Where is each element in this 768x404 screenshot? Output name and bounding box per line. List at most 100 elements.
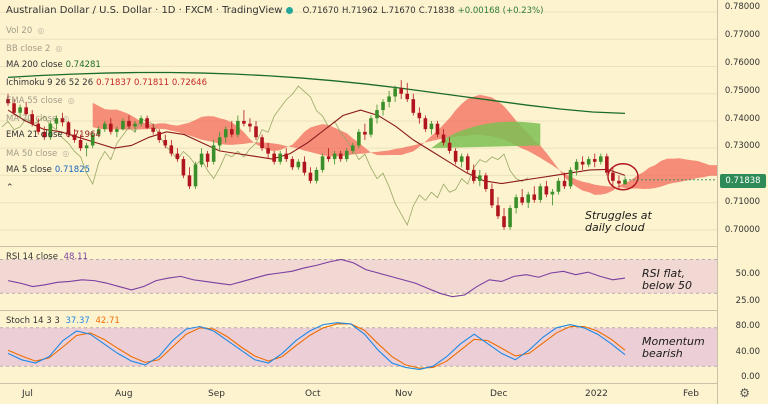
candle-body — [544, 186, 549, 195]
candle-body — [96, 129, 101, 135]
candle-body — [490, 189, 494, 206]
chart-title: Australian Dollar / U.S. Dollar · 1D · F… — [6, 5, 543, 16]
candle-body — [127, 120, 131, 127]
rsi-value: 48.11 — [63, 252, 88, 262]
rsi-pane[interactable] — [0, 247, 718, 310]
candle-body — [181, 159, 186, 176]
stoch-tick: 40.00 — [735, 347, 760, 357]
candle-body — [223, 129, 228, 138]
candle-body — [151, 127, 155, 132]
candle-body — [586, 159, 591, 165]
candle-body — [605, 156, 609, 173]
candle-body — [272, 153, 276, 162]
candle-body — [18, 107, 22, 113]
ohlc-open: O.71670 — [302, 6, 339, 16]
legend-label: EMA 21 close — [6, 130, 63, 140]
pane-separator[interactable] — [0, 246, 768, 247]
stoch-k-line — [7, 322, 626, 370]
legend-row-ema55[interactable]: EMA 55 close ◎ — [6, 92, 207, 110]
time-tick: Nov — [395, 389, 413, 399]
candle-body — [471, 169, 476, 181]
candle-body — [459, 156, 464, 162]
candle-body — [169, 145, 174, 154]
candle-body — [254, 126, 258, 138]
legend-label: MA 5 close — [6, 165, 52, 175]
price-scale[interactable]: 0.78000 0.77000 0.76000 0.75000 0.74000 … — [717, 0, 768, 404]
candle-body — [447, 142, 452, 151]
legend-row-ma5[interactable]: MA 5 close 0.71825 — [6, 162, 207, 180]
rsi-line — [7, 258, 626, 298]
stoch-k-value: 37.37 — [65, 316, 90, 326]
legend-row-ma20[interactable]: MA 20 close ◎ — [6, 110, 207, 128]
candle-body — [42, 131, 47, 138]
candle-body — [84, 145, 89, 149]
stoch-pane[interactable] — [0, 311, 718, 383]
legend-label: MA 50 close — [6, 148, 58, 159]
legend-row-ichimoku[interactable]: Ichimoku 9 26 52 26 0.71837 0.71811 0.726… — [6, 75, 207, 93]
price-tick: 0.70000 — [724, 225, 760, 235]
symbol-title[interactable]: Australian Dollar / U.S. Dollar · 1D · F… — [6, 5, 283, 16]
legend-row-vol[interactable]: Vol 20 ◎ — [6, 22, 207, 40]
stoch-annotation: Momentum bearish — [642, 335, 705, 360]
candle-body — [30, 114, 34, 124]
collapse-legend-button[interactable]: ⌃ — [6, 182, 14, 193]
eye-off-icon[interactable]: ◎ — [67, 96, 75, 105]
stoch-tick: 0.00 — [741, 372, 760, 382]
legend-row-ma50[interactable]: MA 50 close ◎ — [6, 145, 207, 163]
candle-body — [266, 148, 270, 154]
candle-body — [441, 134, 446, 143]
pane-separator[interactable] — [0, 310, 768, 311]
candle-body — [314, 169, 319, 181]
legend-value: 0.71825 — [54, 165, 91, 175]
price-pane[interactable] — [0, 0, 718, 246]
candle-body — [133, 123, 137, 127]
candle-body — [230, 129, 234, 135]
legend-row-ema21[interactable]: EMA 21 close 0.71964 — [6, 127, 207, 145]
ohlc-low: L.71670 — [381, 6, 416, 16]
price-tick: 0.71000 — [724, 197, 760, 207]
candle-body — [592, 159, 597, 162]
candle-body — [611, 172, 615, 181]
candle-body — [278, 153, 283, 162]
legend-label: Ichimoku 9 26 52 26 — [6, 77, 94, 88]
eye-off-icon[interactable]: ◎ — [55, 43, 63, 53]
candle-body — [157, 131, 162, 141]
ma200-line — [7, 71, 626, 114]
stoch-tick: 80.00 — [735, 321, 760, 331]
price-tick: 0.77000 — [724, 30, 760, 40]
candle-body — [350, 145, 355, 151]
candle-body — [344, 150, 349, 160]
legend-row-bb[interactable]: BB close 2 ◎ — [6, 40, 207, 58]
candle-body — [550, 191, 555, 195]
settings-gear-icon[interactable]: ⚙ — [739, 386, 750, 400]
candle-body — [599, 156, 603, 162]
price-annotation: Struggles at daily cloud — [585, 209, 652, 234]
candle-body — [90, 134, 95, 146]
legend-row-ma200[interactable]: MA 200 close 0.74281 — [6, 57, 207, 75]
eye-off-icon[interactable]: ◎ — [37, 26, 45, 35]
eye-off-icon[interactable]: ◎ — [62, 148, 70, 158]
ohlc-close: C.71838 — [418, 6, 455, 16]
candle-body — [399, 88, 403, 94]
candle-body — [260, 137, 264, 149]
candle-body — [193, 164, 198, 187]
candle-body — [320, 156, 325, 170]
candle-body — [514, 197, 518, 209]
rsi-tick: 50.00 — [735, 269, 760, 279]
time-tick: Oct — [305, 389, 321, 399]
ohlc-change: +0.00168 (+0.23%) — [457, 6, 544, 16]
candle-body — [332, 153, 337, 160]
rsi-tick: 25.00 — [735, 296, 760, 306]
candle-body — [617, 180, 621, 184]
eye-off-icon[interactable]: ◎ — [62, 113, 70, 123]
candle-body — [115, 129, 119, 132]
candle-body — [405, 93, 410, 100]
candle-body — [417, 112, 422, 119]
candle-body — [217, 137, 222, 146]
candle-body — [423, 118, 428, 130]
rsi-legend: RSI 14 close 48.11 — [6, 252, 88, 262]
candle-body — [290, 159, 295, 168]
candle-body — [36, 123, 41, 132]
time-tick: Dec — [490, 389, 508, 399]
